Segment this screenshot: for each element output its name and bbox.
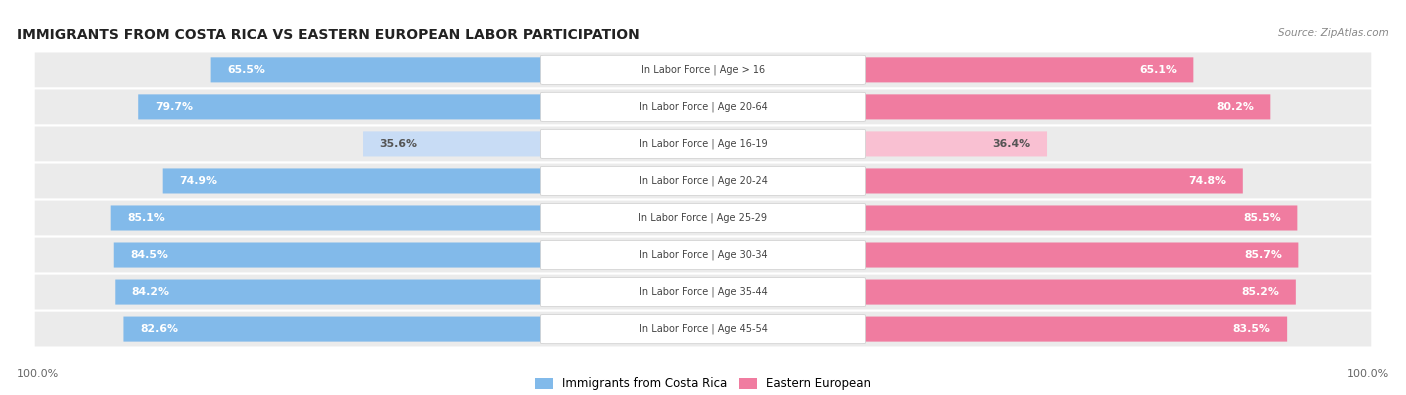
FancyBboxPatch shape xyxy=(540,314,866,344)
FancyBboxPatch shape xyxy=(540,203,866,233)
FancyBboxPatch shape xyxy=(35,238,1371,273)
Text: 100.0%: 100.0% xyxy=(17,369,59,379)
Text: In Labor Force | Age 20-64: In Labor Force | Age 20-64 xyxy=(638,102,768,112)
Text: In Labor Force | Age 16-19: In Labor Force | Age 16-19 xyxy=(638,139,768,149)
FancyBboxPatch shape xyxy=(540,166,866,196)
Text: In Labor Force | Age 30-34: In Labor Force | Age 30-34 xyxy=(638,250,768,260)
Text: Source: ZipAtlas.com: Source: ZipAtlas.com xyxy=(1278,28,1389,38)
Text: 79.7%: 79.7% xyxy=(155,102,193,112)
FancyBboxPatch shape xyxy=(862,316,1286,342)
Text: 65.1%: 65.1% xyxy=(1139,65,1177,75)
Text: 74.8%: 74.8% xyxy=(1188,176,1226,186)
FancyBboxPatch shape xyxy=(35,53,1371,87)
Text: 65.5%: 65.5% xyxy=(228,65,264,75)
FancyBboxPatch shape xyxy=(862,280,1296,305)
FancyBboxPatch shape xyxy=(35,90,1371,124)
FancyBboxPatch shape xyxy=(862,132,1047,156)
Text: 84.2%: 84.2% xyxy=(132,287,170,297)
Text: In Labor Force | Age 45-54: In Labor Force | Age 45-54 xyxy=(638,324,768,334)
Text: In Labor Force | Age 20-24: In Labor Force | Age 20-24 xyxy=(638,176,768,186)
FancyBboxPatch shape xyxy=(124,316,544,342)
Text: In Labor Force | Age > 16: In Labor Force | Age > 16 xyxy=(641,65,765,75)
FancyBboxPatch shape xyxy=(540,55,866,85)
Text: 74.9%: 74.9% xyxy=(179,176,217,186)
FancyBboxPatch shape xyxy=(363,132,544,156)
Text: In Labor Force | Age 25-29: In Labor Force | Age 25-29 xyxy=(638,213,768,223)
Text: 80.2%: 80.2% xyxy=(1216,102,1254,112)
Text: In Labor Force | Age 35-44: In Labor Force | Age 35-44 xyxy=(638,287,768,297)
Text: 83.5%: 83.5% xyxy=(1233,324,1271,334)
FancyBboxPatch shape xyxy=(540,241,866,270)
Text: 35.6%: 35.6% xyxy=(380,139,418,149)
FancyBboxPatch shape xyxy=(138,94,544,119)
FancyBboxPatch shape xyxy=(35,275,1371,309)
Legend: Immigrants from Costa Rica, Eastern European: Immigrants from Costa Rica, Eastern Euro… xyxy=(530,372,876,395)
Text: 85.5%: 85.5% xyxy=(1243,213,1281,223)
FancyBboxPatch shape xyxy=(35,164,1371,198)
Text: 36.4%: 36.4% xyxy=(993,139,1031,149)
FancyBboxPatch shape xyxy=(35,312,1371,346)
FancyBboxPatch shape xyxy=(540,277,866,307)
Text: 85.2%: 85.2% xyxy=(1241,287,1279,297)
Text: 84.5%: 84.5% xyxy=(131,250,169,260)
FancyBboxPatch shape xyxy=(862,57,1194,83)
Text: 82.6%: 82.6% xyxy=(141,324,179,334)
Text: 100.0%: 100.0% xyxy=(1347,369,1389,379)
FancyBboxPatch shape xyxy=(862,168,1243,194)
Text: IMMIGRANTS FROM COSTA RICA VS EASTERN EUROPEAN LABOR PARTICIPATION: IMMIGRANTS FROM COSTA RICA VS EASTERN EU… xyxy=(17,28,640,41)
Text: 85.1%: 85.1% xyxy=(127,213,165,223)
FancyBboxPatch shape xyxy=(114,243,544,267)
FancyBboxPatch shape xyxy=(35,126,1371,161)
FancyBboxPatch shape xyxy=(862,243,1298,267)
FancyBboxPatch shape xyxy=(163,168,544,194)
FancyBboxPatch shape xyxy=(540,92,866,122)
Text: 85.7%: 85.7% xyxy=(1244,250,1282,260)
FancyBboxPatch shape xyxy=(862,205,1298,231)
FancyBboxPatch shape xyxy=(111,205,544,231)
FancyBboxPatch shape xyxy=(211,57,544,83)
FancyBboxPatch shape xyxy=(540,129,866,158)
FancyBboxPatch shape xyxy=(115,280,544,305)
FancyBboxPatch shape xyxy=(35,201,1371,235)
FancyBboxPatch shape xyxy=(862,94,1271,119)
